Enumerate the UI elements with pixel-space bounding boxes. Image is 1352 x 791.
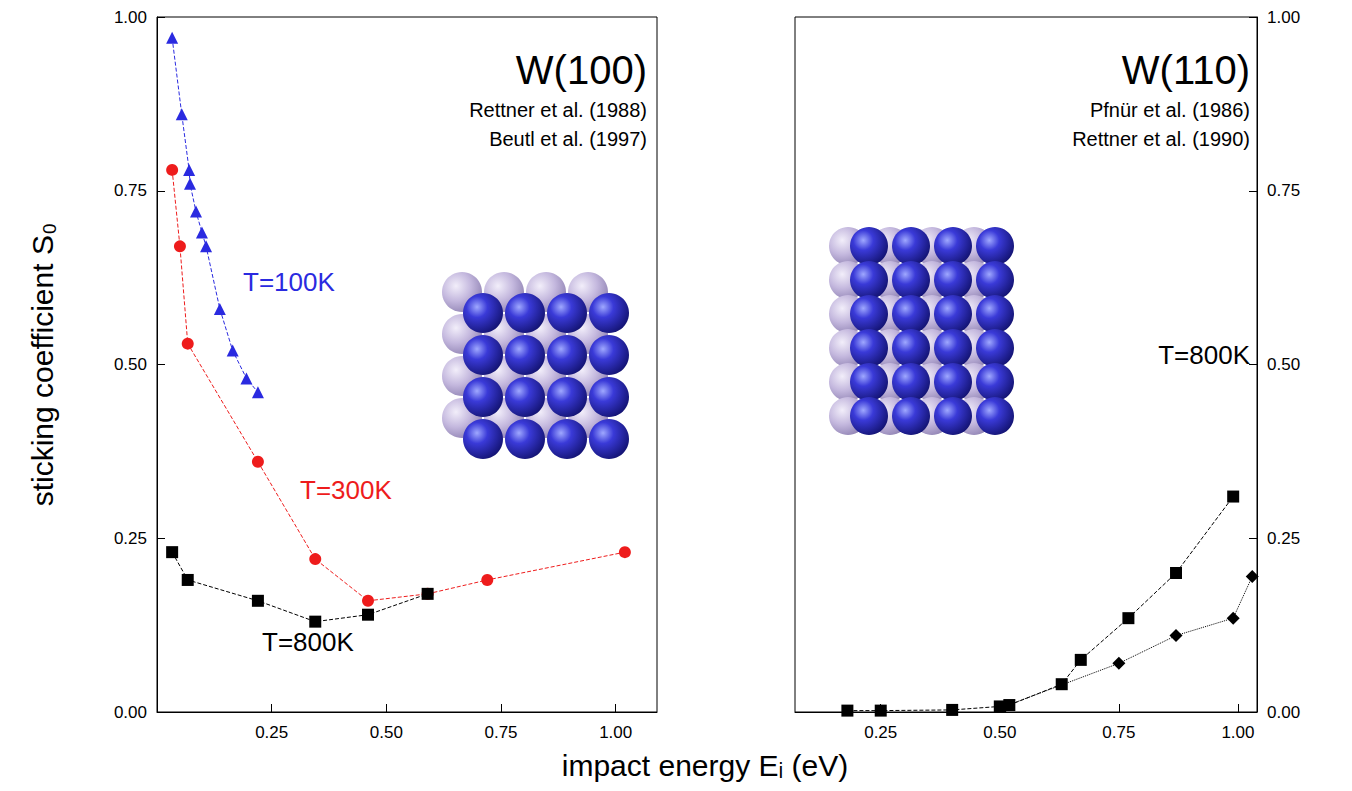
svg-text:0.25: 0.25	[1267, 529, 1300, 548]
svg-text:0.25: 0.25	[114, 529, 147, 548]
svg-text:0.50: 0.50	[114, 355, 147, 374]
svg-text:0.75: 0.75	[484, 723, 517, 742]
svg-text:0.75: 0.75	[114, 181, 147, 200]
svg-text:0.00: 0.00	[1267, 703, 1300, 722]
svg-text:0.50: 0.50	[983, 723, 1016, 742]
svg-text:Pfnür et al. (1986): Pfnür et al. (1986)	[1090, 99, 1250, 121]
svg-text:Rettner et al. (1988): Rettner et al. (1988)	[469, 99, 647, 121]
svg-text:sticking coefficient S₀: sticking coefficient S₀	[26, 223, 59, 507]
svg-text:0.50: 0.50	[370, 723, 403, 742]
svg-text:T=800K: T=800K	[1158, 340, 1250, 370]
svg-text:W(100): W(100)	[516, 48, 647, 92]
svg-text:1.00: 1.00	[1221, 723, 1254, 742]
svg-text:1.00: 1.00	[114, 8, 147, 27]
svg-text:W(110): W(110)	[1122, 48, 1250, 92]
svg-text:T=100K: T=100K	[243, 267, 335, 297]
svg-text:0.75: 0.75	[1102, 723, 1135, 742]
svg-text:Rettner et al. (1990): Rettner et al. (1990)	[1072, 128, 1250, 150]
svg-text:0.75: 0.75	[1267, 181, 1300, 200]
svg-text:Beutl et al. (1997): Beutl et al. (1997)	[489, 128, 647, 150]
svg-text:T=300K: T=300K	[300, 475, 392, 505]
svg-text:T=800K: T=800K	[262, 627, 354, 657]
svg-text:1.00: 1.00	[1267, 8, 1300, 27]
svg-text:1.00: 1.00	[599, 723, 632, 742]
svg-text:0.25: 0.25	[864, 723, 897, 742]
svg-text:impact energy Eᵢ (eV): impact energy Eᵢ (eV)	[562, 749, 849, 782]
svg-text:0.00: 0.00	[114, 703, 147, 722]
svg-text:0.25: 0.25	[255, 723, 288, 742]
svg-text:0.50: 0.50	[1267, 355, 1300, 374]
